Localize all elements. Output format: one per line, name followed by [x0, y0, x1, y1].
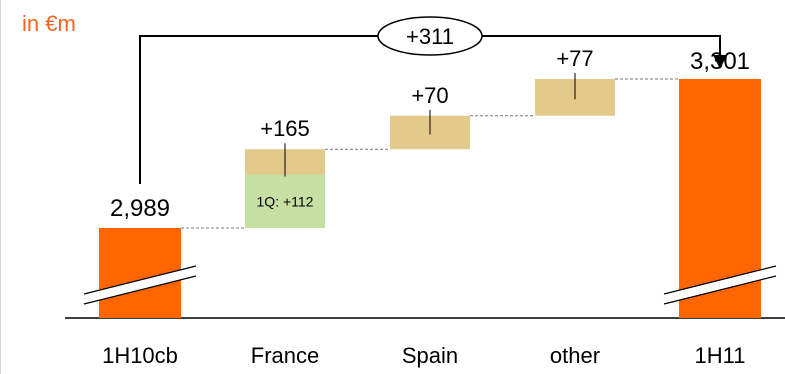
axis-break-line	[83, 275, 197, 305]
category-label: France	[251, 343, 319, 368]
total-change-ellipse	[377, 16, 483, 56]
left-frame-line	[0, 0, 1, 374]
category-label: 1H10cb	[102, 343, 178, 368]
delta-value-label: +70	[411, 83, 448, 108]
axis-break-line	[663, 275, 777, 305]
axis-break-line	[663, 265, 777, 295]
category-label: Spain	[402, 343, 458, 368]
bar-first-quarter-france	[245, 174, 325, 228]
axis-break-line	[83, 265, 197, 295]
category-label: 1H11	[695, 343, 746, 368]
delta-value-label: +77	[556, 46, 593, 71]
total-change-label: +311	[406, 24, 454, 49]
axis-break-gap-start	[84, 266, 196, 304]
annotation-label: 1Q: +112	[257, 193, 314, 209]
total-change-arrowhead	[713, 55, 727, 69]
category-label: other	[550, 343, 600, 368]
delta-value-label: +165	[260, 116, 310, 141]
unit-label: in €m	[22, 11, 76, 36]
axis-break-gap-end	[664, 266, 776, 304]
total-value-label-start: 2,989	[110, 195, 170, 222]
